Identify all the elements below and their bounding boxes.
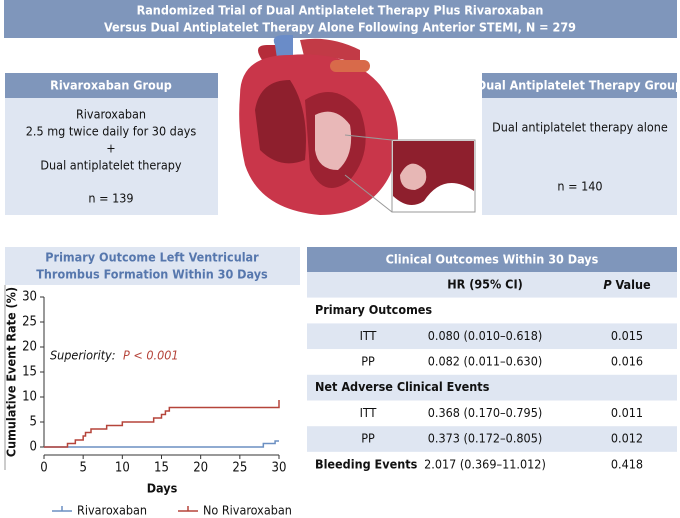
table-row bbox=[307, 400, 677, 427]
group-line: Rivaroxaban bbox=[76, 107, 146, 122]
table-title-band bbox=[307, 247, 677, 272]
row-label: PP bbox=[361, 431, 375, 446]
table-title: Clinical Outcomes Within 30 Days bbox=[386, 252, 599, 267]
y-tick-label: 20 bbox=[22, 340, 37, 355]
row-label: ITT bbox=[360, 328, 377, 343]
table-row bbox=[307, 451, 677, 478]
y-axis-label: Cumulative Event Rate (%) bbox=[4, 287, 19, 457]
hr-cell: 0.080 (0.010–0.618) bbox=[428, 328, 543, 343]
hr-cell: 2.017 (0.369–11.012) bbox=[424, 456, 546, 471]
x-axis-label: Days bbox=[147, 481, 178, 496]
heart-illustration bbox=[239, 35, 476, 215]
p-cell: 0.418 bbox=[611, 456, 643, 471]
y-tick-label: 15 bbox=[22, 365, 37, 380]
table-row bbox=[307, 272, 677, 298]
group-n: n = 139 bbox=[88, 191, 133, 206]
x-tick-label: 30 bbox=[272, 461, 287, 476]
x-tick-label: 10 bbox=[115, 461, 130, 476]
group-line: Dual antiplatelet therapy alone bbox=[492, 120, 668, 135]
p-italic: P bbox=[603, 276, 612, 291]
hr-cell: 0.368 (0.170–0.795) bbox=[428, 405, 543, 420]
x-tick-label: 25 bbox=[232, 461, 247, 476]
group-header bbox=[482, 73, 677, 98]
series-line bbox=[44, 400, 280, 448]
group-title: Rivaroxaban Group bbox=[50, 78, 172, 93]
table-row bbox=[307, 349, 677, 375]
y-tick-label: 25 bbox=[22, 315, 37, 330]
section-label: Primary Outcomes bbox=[315, 302, 432, 317]
x-tick-label: 5 bbox=[79, 461, 86, 476]
group-n: n = 140 bbox=[557, 179, 602, 194]
group-header bbox=[5, 73, 218, 98]
column-header: HR (95% CI) bbox=[447, 276, 523, 291]
table: HR (95% CI) P Value Primary Outcomes ITT 0.0… bbox=[307, 272, 677, 478]
annotation: Superiority: bbox=[50, 348, 116, 363]
p-cell: 0.012 bbox=[611, 431, 643, 446]
table-row bbox=[307, 374, 677, 401]
title-line: Versus Dual Antiplatelet Therapy Alone F… bbox=[104, 20, 576, 35]
row-label: PP bbox=[361, 353, 375, 368]
annotation-p: P < 0.001 bbox=[123, 348, 179, 363]
y-tick-label: 10 bbox=[22, 390, 37, 405]
title-line: Randomized Trial of Dual Antiplatelet Th… bbox=[137, 3, 544, 18]
group-title: Dual Antiplatelet Therapy Group bbox=[477, 78, 680, 93]
row-label: ITT bbox=[360, 405, 377, 420]
header-band bbox=[4, 0, 677, 38]
column-header: P Value bbox=[603, 276, 651, 291]
group-line: 2.5 mg twice daily for 30 days bbox=[26, 124, 197, 139]
x-tick-label: 15 bbox=[154, 461, 169, 476]
series-line bbox=[44, 440, 279, 448]
chart-title: Thrombus Formation Within 30 Days bbox=[36, 267, 268, 282]
p-cell: 0.015 bbox=[611, 328, 643, 343]
group-line: + bbox=[106, 141, 115, 156]
legend-label: No Rivaroxaban bbox=[203, 503, 292, 518]
table-row bbox=[307, 297, 677, 324]
legend-label: Rivaroxaban bbox=[77, 503, 147, 518]
chart-title-band bbox=[5, 247, 300, 285]
p-rest: Value bbox=[612, 276, 651, 291]
x-tick-label: 0 bbox=[40, 461, 47, 476]
y-tick-label: 5 bbox=[30, 415, 37, 430]
p-cell: 0.016 bbox=[611, 353, 643, 368]
hr-cell: 0.373 (0.172–0.805) bbox=[428, 431, 543, 446]
section-label: Net Adverse Clinical Events bbox=[315, 379, 490, 394]
y-tick-label: 0 bbox=[30, 440, 37, 455]
section-label: Bleeding Events bbox=[315, 456, 418, 471]
y-tick-label: 30 bbox=[22, 290, 37, 305]
chart-title: Primary Outcome Left Ventricular bbox=[45, 250, 259, 265]
table-row bbox=[307, 426, 677, 452]
p-cell: 0.011 bbox=[611, 405, 643, 420]
hr-cell: 0.082 (0.011–0.630) bbox=[428, 353, 543, 368]
table-row bbox=[307, 323, 677, 350]
group-line: Dual antiplatelet therapy bbox=[40, 158, 182, 173]
x-tick-label: 20 bbox=[193, 461, 208, 476]
